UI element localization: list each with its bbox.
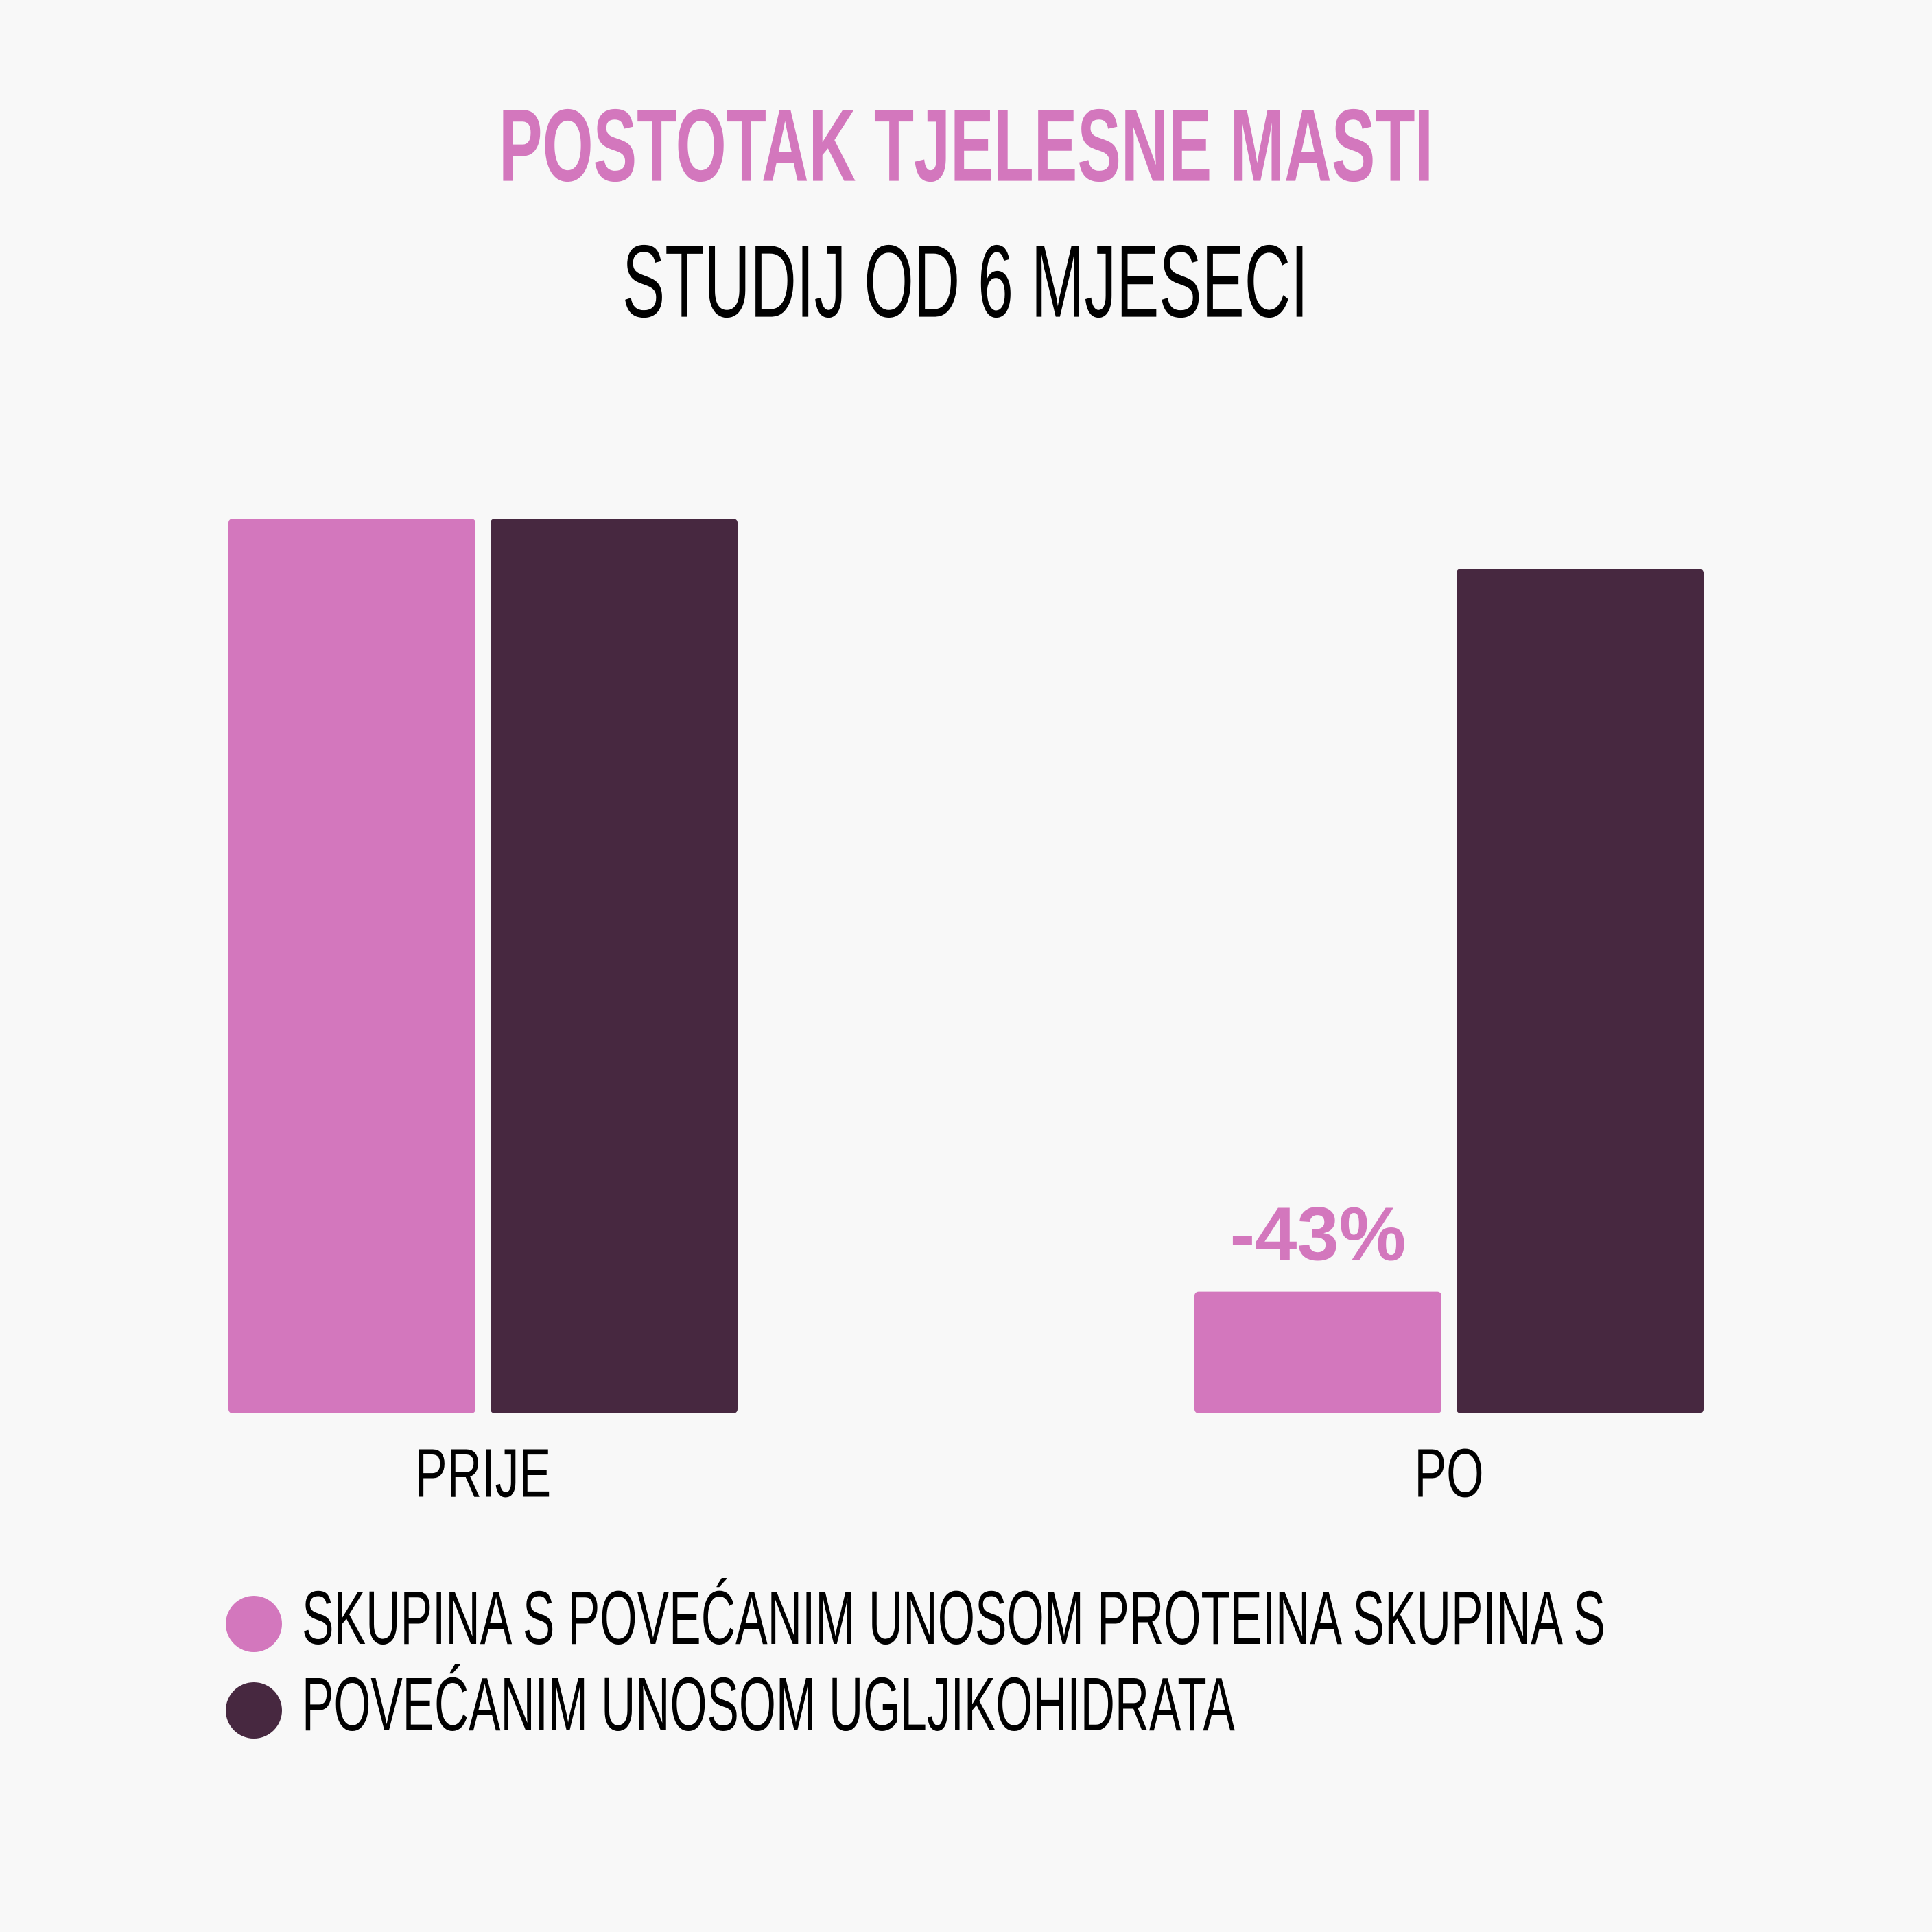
x-tick-label: PO: [1414, 1435, 1483, 1511]
legend-label: POVEĆANIM UNOSOM UGLJIKOHIDRATA: [302, 1663, 1235, 1747]
annotation: -43%: [1230, 1192, 1406, 1277]
chart-title: POSTOTAK TJELESNE MASTI: [499, 88, 1433, 203]
bar: [1194, 1291, 1441, 1413]
chart-subtitle: STUDIJ OD 6 MJESECI: [622, 224, 1308, 339]
legend-marker: [226, 1682, 282, 1739]
legend-label: SKUPINA S POVEĆANIM UNOSOM PROTEINA SKUP…: [302, 1576, 1605, 1660]
bar: [1457, 569, 1704, 1414]
x-tick-label: PRIJE: [415, 1435, 551, 1511]
bar: [228, 519, 475, 1413]
bar: [491, 519, 738, 1413]
legend-marker: [226, 1596, 282, 1652]
